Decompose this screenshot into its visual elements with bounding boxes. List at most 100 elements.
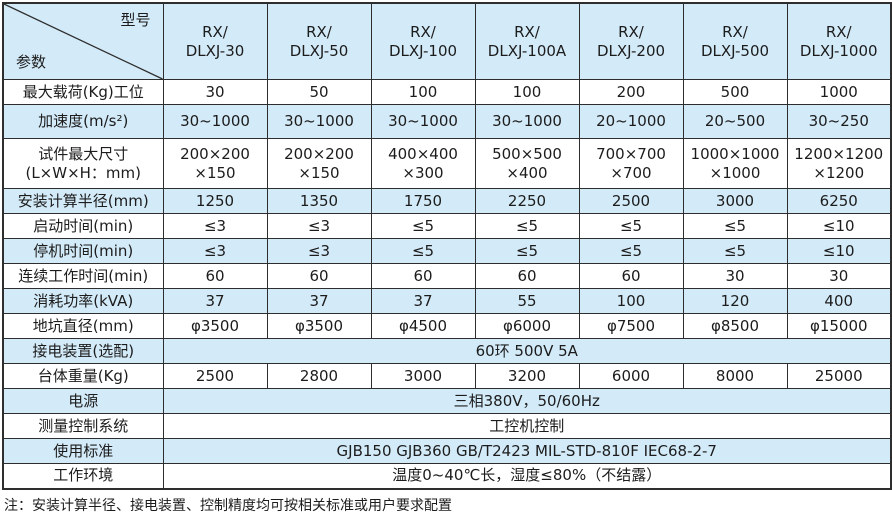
row-label: 接电装置(选配) bbox=[2, 338, 164, 364]
row-label: 电源 bbox=[2, 388, 164, 414]
value-cell: 37 bbox=[370, 288, 476, 314]
value-cell: 200×200 ×150 bbox=[162, 138, 268, 189]
value-cell: 6250 bbox=[786, 188, 892, 214]
value-cell: φ3500 bbox=[266, 313, 372, 339]
row-label: 加速度(m/s²) bbox=[2, 104, 164, 139]
value-cell: 37 bbox=[266, 288, 372, 314]
value-cell: 1250 bbox=[162, 188, 268, 214]
value-cell: φ4500 bbox=[370, 313, 476, 339]
value-cell: ≤5 bbox=[682, 238, 788, 264]
table-row: 工作环境 温度0~40℃长，湿度≤80%（不结露） bbox=[2, 463, 892, 489]
value-cell: 200 bbox=[578, 79, 684, 105]
table-row: 使用标准 GJB150 GJB360 GB/T2423 MIL-STD-810F … bbox=[2, 438, 892, 464]
value-cell: 2500 bbox=[162, 363, 268, 389]
value-cell: ≤3 bbox=[162, 238, 268, 264]
table-row: 试件最大尺寸 (L×W×H：mm) 200×200 ×150 200×200 ×15… bbox=[2, 138, 892, 189]
value-cell: φ7500 bbox=[578, 313, 684, 339]
model-header: RX/ DLXJ-500 bbox=[682, 2, 788, 80]
model-header: RX/ DLXJ-200 bbox=[578, 2, 684, 80]
value-cell: 1000×1000 ×1000 bbox=[682, 138, 788, 189]
value-cell: 37 bbox=[162, 288, 268, 314]
row-label: 安装计算半径(mm) bbox=[2, 188, 164, 214]
value-cell: 60 bbox=[578, 263, 684, 289]
value-cell: 2500 bbox=[578, 188, 684, 214]
row-label: 试件最大尺寸 (L×W×H：mm) bbox=[2, 138, 164, 189]
row-label: 地坑直径(mm) bbox=[2, 313, 164, 339]
value-cell: 500×500 ×400 bbox=[474, 138, 580, 189]
footnote: 注：安装计算半径、接电装置、控制精度均可按相关标准或用户要求配置 bbox=[4, 497, 452, 514]
span-value-cell: GJB150 GJB360 GB/T2423 MIL-STD-810F IEC6… bbox=[162, 438, 892, 464]
value-cell: ≤5 bbox=[474, 238, 580, 264]
row-label: 连续工作时间(min) bbox=[2, 263, 164, 289]
table-row: 安装计算半径(mm) 1250 1350 1750 2250 2500 3000 6250 bbox=[2, 188, 892, 214]
value-cell: 30~1000 bbox=[474, 104, 580, 139]
span-value-cell: 工控机控制 bbox=[162, 413, 892, 439]
table-row: 台体重量(Kg) 2500 2800 3000 3200 6000 8000 25000 bbox=[2, 363, 892, 389]
table-row: 启动时间(min) ≤3 ≤3 ≤5 ≤5 ≤5 ≤5 ≤10 bbox=[2, 213, 892, 239]
table-row: 地坑直径(mm) φ3500 φ3500 φ4500 φ6000 φ7500 φ8500 φ1… bbox=[2, 313, 892, 339]
value-cell: 3000 bbox=[682, 188, 788, 214]
row-label: 消耗功率(kVA) bbox=[2, 288, 164, 314]
value-cell: 2250 bbox=[474, 188, 580, 214]
value-cell: ≤3 bbox=[266, 238, 372, 264]
value-cell: ≤10 bbox=[786, 213, 892, 239]
value-cell: ≤5 bbox=[578, 238, 684, 264]
model-header: RX/ DLXJ-50 bbox=[266, 2, 372, 80]
value-cell: 50 bbox=[266, 79, 372, 105]
value-cell: 400 bbox=[786, 288, 892, 314]
value-cell: ≤5 bbox=[682, 213, 788, 239]
span-value-cell: 60环 500V 5A bbox=[162, 338, 892, 364]
value-cell: 30~1000 bbox=[370, 104, 476, 139]
value-cell: φ3500 bbox=[162, 313, 268, 339]
value-cell: ≤10 bbox=[786, 238, 892, 264]
model-header: RX/ DLXJ-30 bbox=[162, 2, 268, 80]
value-cell: φ8500 bbox=[682, 313, 788, 339]
value-cell: φ6000 bbox=[474, 313, 580, 339]
value-cell: 1200×1200 ×1200 bbox=[786, 138, 892, 189]
model-header: RX/ DLXJ-1000 bbox=[786, 2, 892, 80]
header-row: 型号 参数 RX/ DLXJ-30 RX/ DLXJ-50 RX/ DLXJ-100… bbox=[2, 2, 892, 80]
value-cell: 60 bbox=[370, 263, 476, 289]
value-cell: ≤5 bbox=[370, 213, 476, 239]
value-cell: 100 bbox=[370, 79, 476, 105]
value-cell: 6000 bbox=[578, 363, 684, 389]
table-row: 停机时间(min) ≤3 ≤3 ≤5 ≤5 ≤5 ≤5 ≤10 bbox=[2, 238, 892, 264]
value-cell: ≤3 bbox=[266, 213, 372, 239]
value-cell: 3200 bbox=[474, 363, 580, 389]
value-cell: ≤5 bbox=[370, 238, 476, 264]
spec-table: 型号 参数 RX/ DLXJ-30 RX/ DLXJ-50 RX/ DLXJ-100… bbox=[2, 2, 892, 490]
value-cell: 2800 bbox=[266, 363, 372, 389]
value-cell: 120 bbox=[682, 288, 788, 314]
value-cell: 30~250 bbox=[786, 104, 892, 139]
value-cell: φ15000 bbox=[786, 313, 892, 339]
row-label: 测量控制系统 bbox=[2, 413, 164, 439]
corner-cell: 型号 参数 bbox=[2, 2, 164, 80]
value-cell: 60 bbox=[474, 263, 580, 289]
value-cell: 20~500 bbox=[682, 104, 788, 139]
value-cell: 60 bbox=[266, 263, 372, 289]
value-cell: 55 bbox=[474, 288, 580, 314]
value-cell: 20~1000 bbox=[578, 104, 684, 139]
value-cell: 3000 bbox=[370, 363, 476, 389]
table-row: 最大载荷(Kg)工位 30 50 100 100 200 500 1000 bbox=[2, 79, 892, 105]
row-label: 最大载荷(Kg)工位 bbox=[2, 79, 164, 105]
value-cell: 1000 bbox=[786, 79, 892, 105]
value-cell: 25000 bbox=[786, 363, 892, 389]
row-label: 使用标准 bbox=[2, 438, 164, 464]
value-cell: 700×700 ×700 bbox=[578, 138, 684, 189]
value-cell: 200×200 ×150 bbox=[266, 138, 372, 189]
value-cell: 30 bbox=[786, 263, 892, 289]
value-cell: 30~1000 bbox=[266, 104, 372, 139]
span-value-cell: 温度0~40℃长，湿度≤80%（不结露） bbox=[162, 463, 892, 489]
value-cell: 400×400 ×300 bbox=[370, 138, 476, 189]
table-row: 连续工作时间(min) 60 60 60 60 60 30 30 bbox=[2, 263, 892, 289]
span-value-cell: 三相380V，50/60Hz bbox=[162, 388, 892, 414]
value-cell: 30 bbox=[682, 263, 788, 289]
row-label: 启动时间(min) bbox=[2, 213, 164, 239]
model-header: RX/ DLXJ-100 bbox=[370, 2, 476, 80]
value-cell: 30~1000 bbox=[162, 104, 268, 139]
value-cell: 8000 bbox=[682, 363, 788, 389]
table-row: 接电装置(选配) 60环 500V 5A bbox=[2, 338, 892, 364]
value-cell: ≤3 bbox=[162, 213, 268, 239]
corner-bottom-label: 参数 bbox=[16, 53, 47, 72]
